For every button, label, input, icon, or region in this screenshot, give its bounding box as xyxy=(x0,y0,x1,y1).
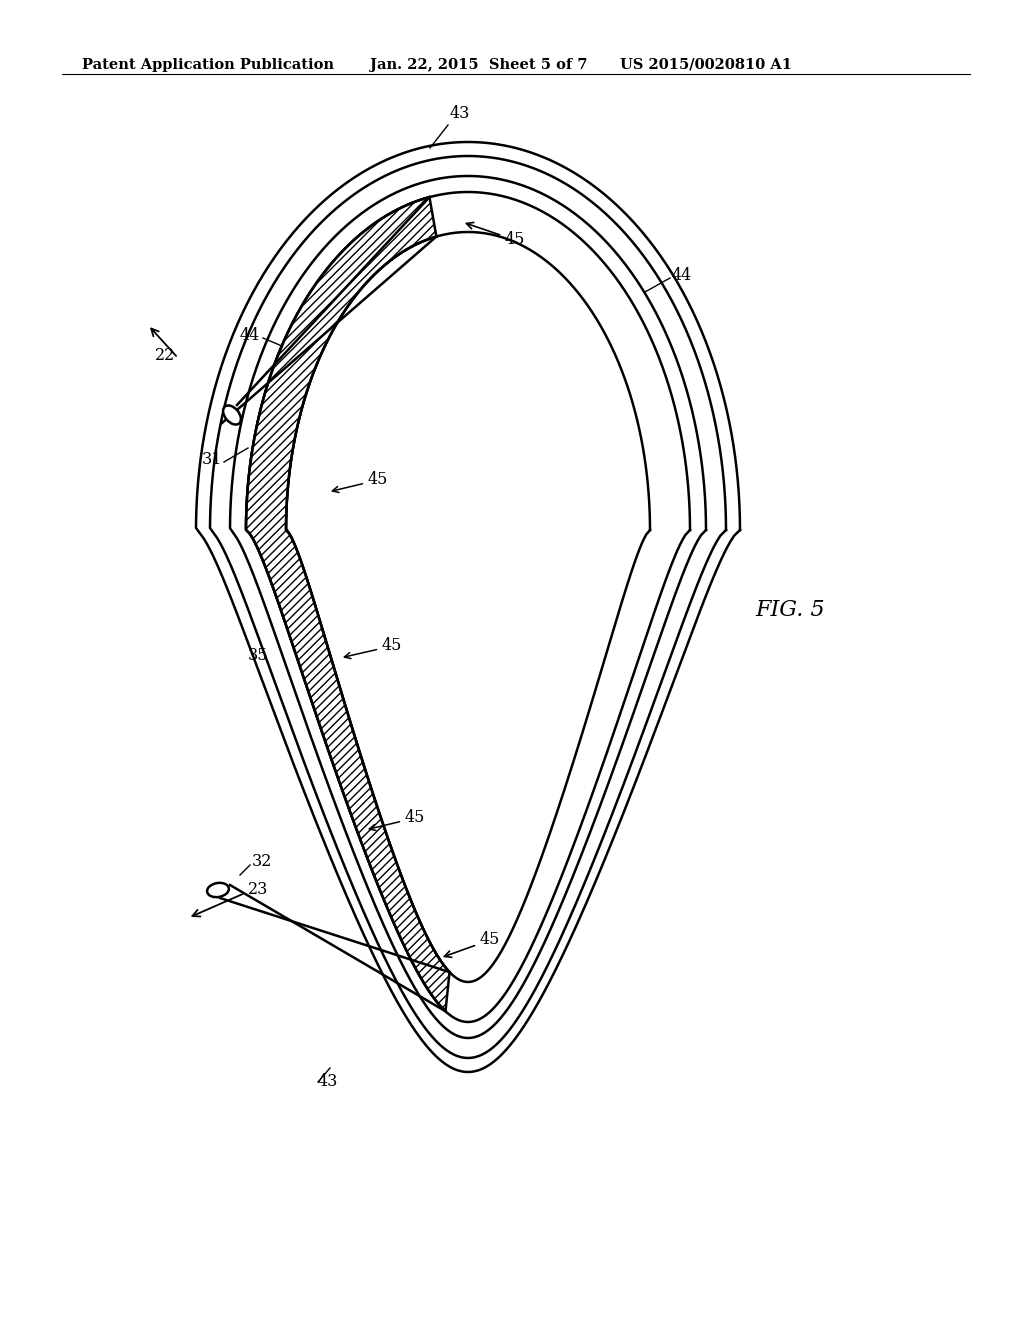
Text: 35: 35 xyxy=(248,647,268,664)
Ellipse shape xyxy=(207,883,229,898)
Text: Patent Application Publication: Patent Application Publication xyxy=(82,58,334,73)
Text: 45: 45 xyxy=(333,471,388,492)
Text: 45: 45 xyxy=(466,223,525,248)
Text: US 2015/0020810 A1: US 2015/0020810 A1 xyxy=(620,58,792,73)
Text: FIG. 5: FIG. 5 xyxy=(755,599,824,620)
Polygon shape xyxy=(246,197,450,1011)
Text: 22: 22 xyxy=(155,346,175,363)
Text: 31: 31 xyxy=(202,451,222,469)
Text: 43: 43 xyxy=(450,106,470,121)
Text: 43: 43 xyxy=(318,1073,338,1090)
Text: 23: 23 xyxy=(248,882,268,899)
Text: 45: 45 xyxy=(444,932,501,957)
Text: 45: 45 xyxy=(344,638,402,659)
Text: 32: 32 xyxy=(252,854,272,870)
Text: 45: 45 xyxy=(370,809,425,830)
Ellipse shape xyxy=(223,405,241,425)
Text: 44: 44 xyxy=(240,326,260,343)
Text: 44: 44 xyxy=(672,267,692,284)
Text: Jan. 22, 2015  Sheet 5 of 7: Jan. 22, 2015 Sheet 5 of 7 xyxy=(370,58,588,73)
